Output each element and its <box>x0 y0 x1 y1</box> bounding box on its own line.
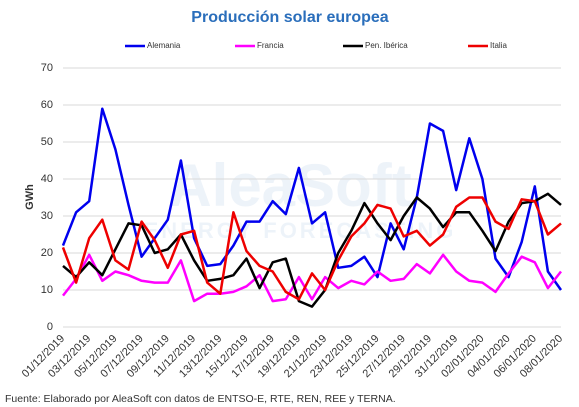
watermark: AleaSoft <box>168 152 411 219</box>
y-tick-label: 20 <box>41 247 53 259</box>
series-line <box>62 192 562 308</box>
legend-label: Pen. Ibérica <box>365 41 408 50</box>
y-tick-label: 70 <box>41 62 53 74</box>
y-tick-label: 10 <box>41 284 53 296</box>
legend-label: Alemania <box>147 41 181 50</box>
y-tick-label: 40 <box>41 173 53 185</box>
y-tick-label: 60 <box>41 99 53 111</box>
series-line <box>61 196 562 301</box>
y-tick-label: 30 <box>41 210 53 222</box>
source-note: Fuente: Elaborado por AleaSoft con datos… <box>5 393 396 405</box>
series-line <box>61 107 563 291</box>
y-tick-label: 50 <box>41 136 53 148</box>
chart-title: Producción solar europea <box>191 9 388 26</box>
y-tick-label: 0 <box>47 321 53 333</box>
legend-label: Italia <box>490 41 507 50</box>
y-axis-label: GWh <box>24 184 36 210</box>
series-line <box>62 253 562 303</box>
legend-label: Francia <box>257 41 284 50</box>
